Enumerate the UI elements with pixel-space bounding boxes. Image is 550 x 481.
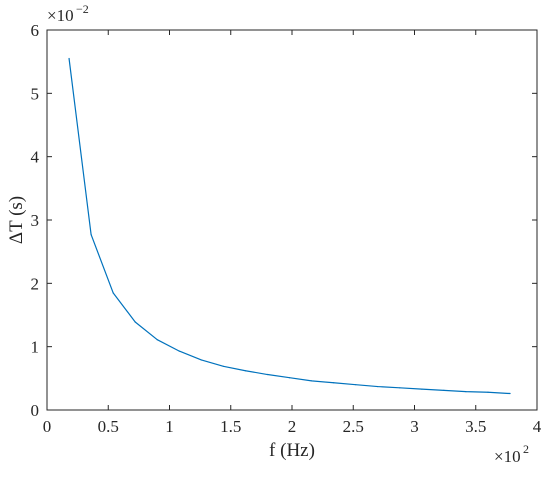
y-tick-label: 4 bbox=[31, 148, 40, 167]
y-tick-label: 2 bbox=[31, 274, 40, 293]
x-tick-label: 3 bbox=[410, 417, 419, 436]
y-tick-label: 3 bbox=[31, 211, 40, 230]
data-point bbox=[112, 292, 114, 294]
data-point bbox=[134, 321, 136, 323]
data-point bbox=[355, 384, 357, 386]
x-tick-label: 3.5 bbox=[465, 417, 486, 436]
data-point bbox=[222, 365, 224, 367]
x-exponent-power: 2 bbox=[523, 442, 529, 456]
plot-frame bbox=[46, 29, 538, 411]
data-point bbox=[244, 370, 247, 372]
data-point bbox=[288, 377, 291, 379]
x-tick-label: 1.5 bbox=[220, 417, 241, 436]
x-exponent-base: ×10 bbox=[494, 447, 521, 466]
data-point bbox=[156, 339, 158, 341]
x-tick-label: 0 bbox=[43, 417, 52, 436]
series-layer bbox=[68, 57, 511, 395]
x-tick-label: 0.5 bbox=[98, 417, 119, 436]
data-point bbox=[465, 391, 467, 393]
y-exponent-power: −2 bbox=[76, 2, 89, 16]
data-point bbox=[333, 382, 335, 384]
data-point bbox=[68, 57, 70, 60]
data-point bbox=[509, 392, 511, 395]
data-point bbox=[311, 380, 313, 382]
y-tick-label: 6 bbox=[31, 21, 40, 40]
data-point bbox=[178, 350, 180, 352]
x-axis-label: f (Hz) bbox=[269, 440, 315, 461]
plot-background bbox=[47, 30, 537, 410]
x-tick-label: 1 bbox=[165, 417, 174, 436]
y-tick-label: 1 bbox=[31, 338, 40, 357]
data-point bbox=[90, 233, 92, 236]
labels-layer: 0 0.5 1 1.5 2 2.5 3 3.5 4 0 1 2 3 4 5 6 bbox=[31, 21, 542, 436]
x-tick-label: 4 bbox=[533, 417, 542, 436]
data-point bbox=[443, 389, 445, 391]
x-tick-label: 2.5 bbox=[343, 417, 364, 436]
data-point bbox=[377, 385, 379, 388]
y-axis-label: ΔT (s) bbox=[6, 196, 27, 244]
y-tick-label: 0 bbox=[31, 401, 40, 420]
data-point bbox=[421, 388, 423, 390]
data-point bbox=[266, 373, 269, 376]
y-exponent-base: ×10 bbox=[47, 6, 74, 25]
data-point bbox=[200, 359, 202, 361]
y-tick-label: 5 bbox=[31, 84, 40, 103]
x-tick-label: 2 bbox=[288, 417, 297, 436]
data-point bbox=[487, 391, 489, 393]
data-point bbox=[399, 387, 401, 389]
